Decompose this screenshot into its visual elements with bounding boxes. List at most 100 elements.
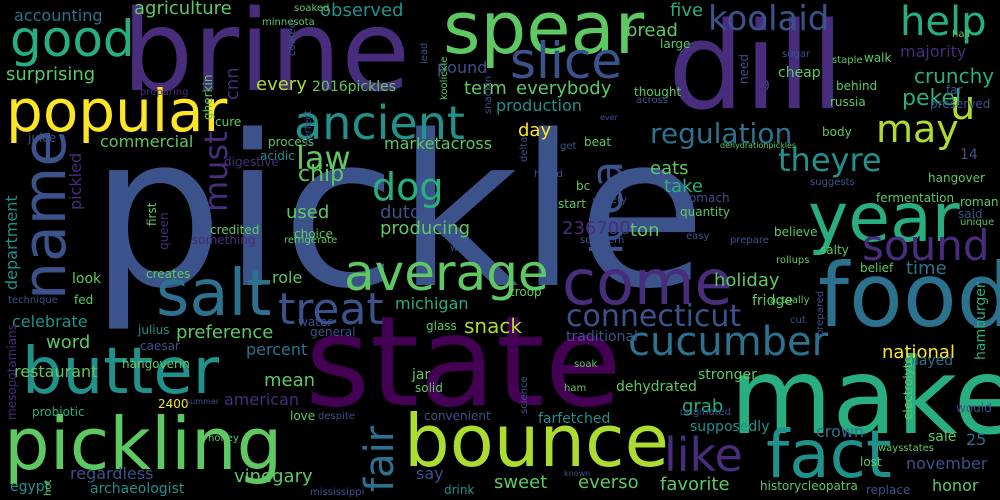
- word-caesar: caesar: [140, 339, 180, 353]
- word-like: like: [664, 428, 743, 482]
- word-u: u: [950, 83, 976, 129]
- word-drink: drink: [444, 483, 475, 497]
- word-dehydrationpickles: dehydrationpickles: [720, 141, 797, 150]
- word-first: first: [145, 202, 159, 226]
- word-five: five: [670, 0, 704, 21]
- word-look: look: [72, 271, 102, 287]
- word-mississippi: mississippi: [310, 487, 365, 498]
- word-dog: dog: [372, 165, 444, 209]
- word-pickled: pickled: [66, 152, 85, 210]
- word-sound: sound: [862, 221, 990, 270]
- word-time: time: [906, 258, 947, 279]
- word-stronger: stronger: [698, 367, 757, 383]
- word-vinegary: vinegary: [234, 466, 313, 487]
- word-snackin: snackin: [483, 75, 494, 114]
- word-mesopotamians: mesopotamians: [5, 324, 19, 420]
- word-michigan: michigan: [395, 294, 469, 313]
- word-favorite: favorite: [660, 474, 730, 495]
- word-queen: queen: [157, 212, 171, 250]
- word-every: every: [256, 74, 307, 95]
- word-help: help: [900, 0, 987, 45]
- word-troop: troop: [510, 285, 542, 299]
- word-make: make: [730, 336, 1000, 458]
- word-egypt: egypt: [10, 479, 51, 495]
- word-2400: 2400: [158, 397, 189, 411]
- word-salt: salt: [156, 257, 272, 331]
- word-year: year: [808, 179, 960, 258]
- word-koolickle: koolickle: [439, 56, 450, 100]
- word-fridge: fridge: [752, 293, 793, 309]
- word-general: general: [310, 325, 356, 339]
- word-ham: ham: [564, 383, 587, 394]
- word-health: health: [721, 52, 735, 90]
- word-process: process: [268, 135, 315, 149]
- word-hangover: hangover: [928, 171, 985, 185]
- word-crunchy: crunchy: [914, 64, 995, 88]
- word-popular: popular: [6, 77, 228, 145]
- word-bc: bc: [576, 179, 591, 193]
- word-koolaid: koolaid: [708, 0, 830, 39]
- word-9: 9: [760, 76, 771, 95]
- word-thought: thought: [634, 85, 682, 99]
- word-bread: bread: [626, 20, 678, 41]
- word-must: must: [197, 131, 235, 212]
- word-traditional: traditional: [566, 329, 638, 345]
- word-perfect: perfect: [303, 110, 314, 146]
- word-lead: lead: [419, 42, 430, 64]
- word-walk: walk: [864, 51, 892, 65]
- word-lost: lost: [860, 455, 882, 469]
- word-body: body: [822, 125, 852, 139]
- word-bounce: bounce: [404, 399, 669, 483]
- word-everybody: everybody: [516, 78, 612, 99]
- word-soaked: soaked: [294, 3, 330, 14]
- word-convenient: convenient: [424, 409, 491, 423]
- word-sweet: sweet: [494, 472, 548, 493]
- word-digestive: digestive: [224, 155, 279, 169]
- word-say: say: [416, 464, 444, 483]
- word-waysstates: waysstates: [878, 443, 934, 454]
- word-observed: observed: [320, 0, 404, 21]
- word-probiotic: probiotic: [32, 405, 85, 419]
- word-restaurant: restaurant: [14, 362, 98, 381]
- word-beat: beat: [584, 135, 612, 149]
- word-sugar: sugar: [782, 49, 811, 60]
- word-creates: creates: [146, 267, 191, 281]
- word-surprising: surprising: [6, 64, 96, 85]
- word-sale: sale: [928, 429, 957, 445]
- word-gherkin: gherkin: [201, 74, 215, 120]
- word-get: get: [560, 141, 577, 152]
- word-chip: chip: [298, 162, 345, 187]
- word-glass: glass: [426, 319, 457, 333]
- word-salty: salty: [820, 243, 849, 257]
- word-may: may: [876, 107, 959, 151]
- word-played: played: [906, 353, 954, 369]
- word-easy: easy: [686, 231, 710, 242]
- word-unique: unique: [960, 217, 995, 228]
- word-archaeologist: archaeologist: [90, 481, 185, 497]
- word-dehydrated: dehydrated: [616, 379, 697, 395]
- word-originated: originated: [680, 407, 732, 418]
- word-ton: ton: [630, 220, 660, 241]
- word-suggests: suggests: [810, 177, 855, 188]
- word-variety: variety: [592, 195, 627, 206]
- word-spear: spear: [443, 0, 645, 70]
- word-november: november: [906, 454, 988, 473]
- word-marketacross: marketacross: [384, 134, 493, 153]
- word-jar: jar: [412, 367, 431, 383]
- word-despite: despite: [318, 411, 355, 422]
- word-honey: honey: [208, 433, 239, 444]
- word-grab: grab: [682, 396, 724, 417]
- word-preference: preference: [176, 322, 274, 343]
- word-delta: delta: [519, 136, 530, 162]
- word-word: word: [46, 332, 91, 353]
- word-dill: dill: [668, 0, 845, 137]
- word-term: term: [464, 78, 507, 99]
- word-across: across: [636, 95, 669, 106]
- word-summer: summer: [186, 397, 220, 406]
- word-day: day: [518, 120, 552, 141]
- word-replace: replace: [866, 483, 911, 497]
- word-14: 14: [960, 147, 978, 163]
- word-law: law: [296, 139, 351, 177]
- word-take: take: [664, 176, 703, 197]
- word-historycleopatra: historycleopatra: [760, 479, 858, 493]
